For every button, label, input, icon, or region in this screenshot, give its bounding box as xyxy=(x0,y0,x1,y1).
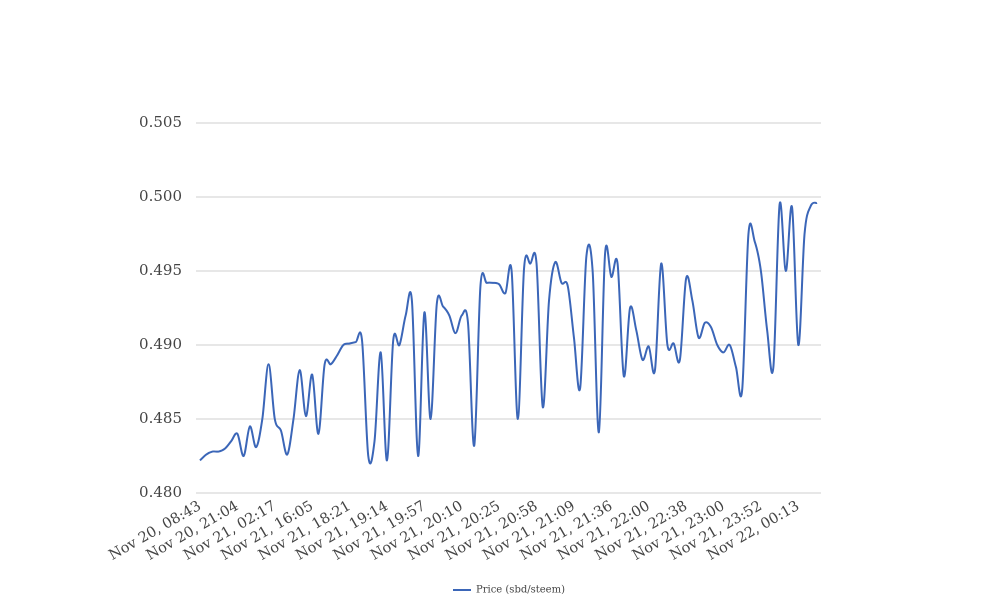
y-tick-label: 0.485 xyxy=(139,409,182,427)
y-tick-label: 0.480 xyxy=(139,483,182,501)
price-line xyxy=(199,201,818,465)
y-tick-label: 0.490 xyxy=(139,335,182,353)
y-tick-label: 0.495 xyxy=(139,261,182,279)
y-tick-label: 0.505 xyxy=(139,113,182,131)
y-tick-label: 0.500 xyxy=(139,187,182,205)
legend-label: Price (sbd/steem) xyxy=(476,585,565,596)
